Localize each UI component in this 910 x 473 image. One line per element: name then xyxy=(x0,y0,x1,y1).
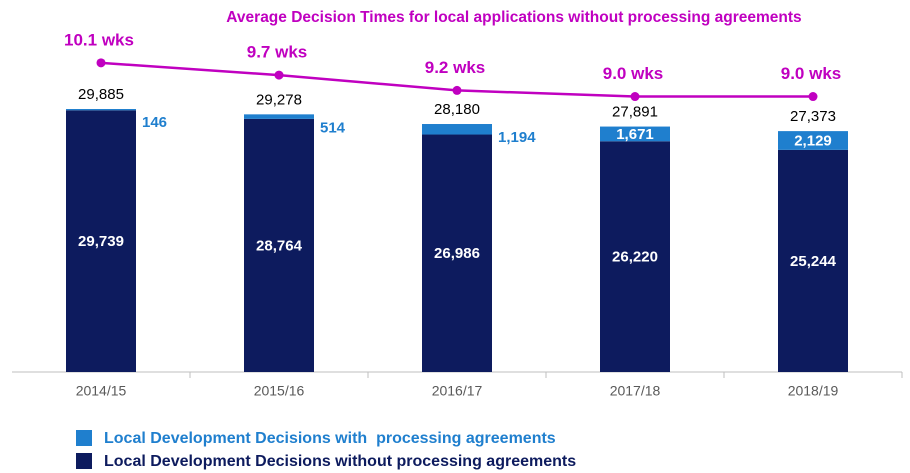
data-label: 514 xyxy=(320,119,346,136)
line-point xyxy=(452,85,462,95)
data-label: 25,244 xyxy=(790,253,837,270)
data-label: 1,194 xyxy=(498,129,536,146)
line-point xyxy=(96,58,106,68)
legend-label: Local Development Decisions with process… xyxy=(104,430,556,447)
line-point xyxy=(630,92,640,102)
bar-segment xyxy=(778,131,848,150)
bar-segment xyxy=(600,126,670,142)
bar-segment xyxy=(600,141,670,372)
line-label: 9.0 wks xyxy=(603,64,664,83)
bar-segment xyxy=(778,149,848,372)
line-label: 10.1 wks xyxy=(64,30,134,49)
data-label: 26,986 xyxy=(434,245,480,262)
data-label: 26,220 xyxy=(612,249,658,266)
data-label: 29,739 xyxy=(78,233,124,250)
total-label: 29,278 xyxy=(256,91,302,108)
legend-label: Local Development Decisions without proc… xyxy=(104,453,576,470)
total-label: 29,885 xyxy=(78,86,124,103)
legend-swatch xyxy=(76,430,92,446)
line-label: 9.2 wks xyxy=(425,58,486,77)
legend-swatch xyxy=(76,453,92,469)
bar-segment xyxy=(244,118,314,372)
line-point xyxy=(274,70,284,80)
total-label: 27,373 xyxy=(790,108,836,125)
x-tick-label: 2017/18 xyxy=(610,383,661,399)
data-label: 146 xyxy=(142,114,167,131)
bar-segment xyxy=(66,110,136,372)
line-annotation: Average Decision Times for local applica… xyxy=(226,9,801,26)
total-label: 27,891 xyxy=(612,104,658,121)
x-tick-label: 2014/15 xyxy=(76,383,127,399)
data-label: 1,671 xyxy=(616,126,654,143)
bar-segment xyxy=(422,134,492,372)
bar-segment xyxy=(66,109,136,111)
total-label: 28,180 xyxy=(434,101,480,118)
line-label: 9.0 wks xyxy=(781,64,842,83)
x-tick-label: 2018/19 xyxy=(788,383,839,399)
line-label: 9.7 wks xyxy=(247,43,308,62)
x-tick-label: 2016/17 xyxy=(432,383,483,399)
line-point xyxy=(808,92,818,102)
data-label: 28,764 xyxy=(256,237,303,254)
data-label: 2,129 xyxy=(794,132,832,149)
bar-segment xyxy=(422,124,492,135)
x-tick-label: 2015/16 xyxy=(254,383,305,399)
bar-segment xyxy=(244,114,314,119)
